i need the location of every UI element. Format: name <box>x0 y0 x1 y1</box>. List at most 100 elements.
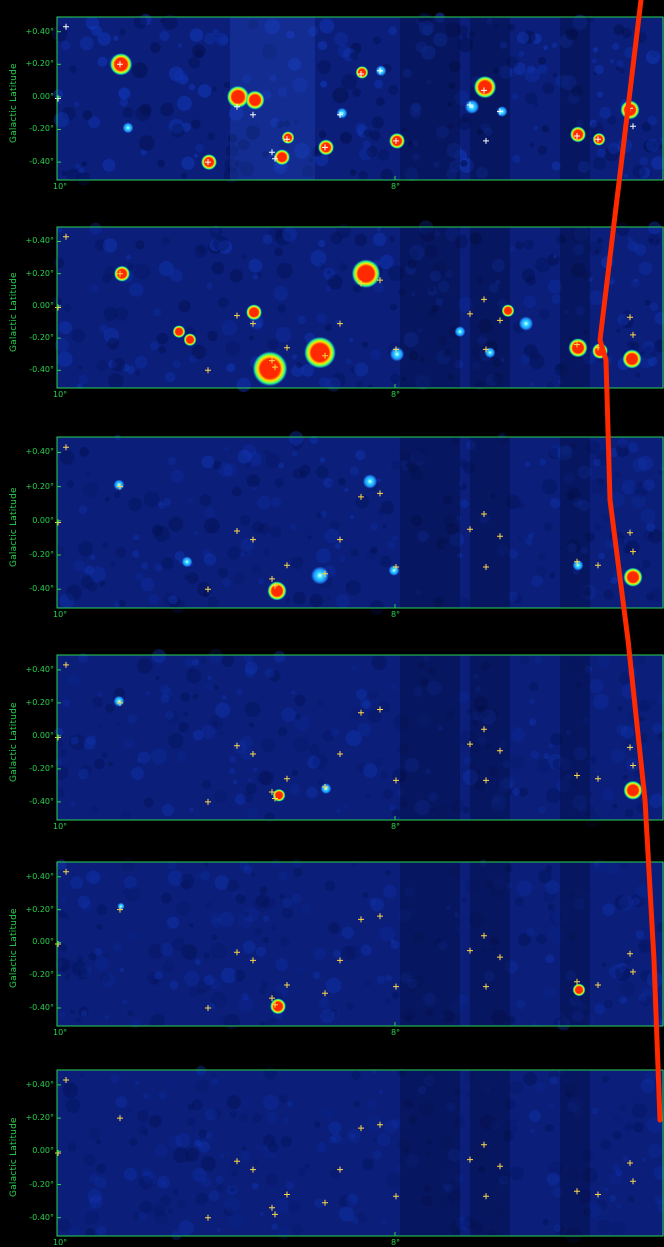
bright-source <box>570 126 586 143</box>
y-tick-label: 0.00° <box>32 1146 54 1156</box>
catalog-marker <box>377 706 383 713</box>
catalog-marker <box>467 741 473 748</box>
bright-source <box>183 333 197 347</box>
catalog-marker <box>63 233 69 240</box>
catalog-marker <box>284 1191 290 1198</box>
bright-source <box>246 304 262 321</box>
x-tick-label: 8° <box>391 182 401 191</box>
catalog-marker <box>269 1204 275 1211</box>
faint-source <box>181 556 193 568</box>
bright-source <box>274 149 290 166</box>
catalog-marker <box>574 133 580 139</box>
faint-source <box>389 347 405 362</box>
catalog-marker <box>483 137 489 144</box>
bright-source <box>226 85 250 109</box>
red-stripe-overlay <box>597 0 663 1123</box>
y-axis-label: Galactic Latitude <box>9 1117 19 1197</box>
catalog-marker <box>467 947 473 954</box>
catalog-marker <box>272 364 278 371</box>
map-panel-2 <box>52 220 664 393</box>
panel-frame <box>56 1069 664 1237</box>
catalog-marker <box>117 906 123 913</box>
map-panel-5 <box>55 857 664 1031</box>
catalog-marker <box>483 1193 489 1200</box>
catalog-marker <box>358 916 364 923</box>
faint-source <box>362 474 378 489</box>
x-tick-label: 8° <box>391 822 401 831</box>
y-axis-label: Galactic Latitude <box>9 908 19 988</box>
catalog-marker <box>377 913 383 920</box>
catalog-marker <box>322 784 328 790</box>
catalog-marker <box>393 564 399 570</box>
catalog-marker <box>205 1214 211 1221</box>
catalog-marker <box>393 1193 399 1200</box>
catalog-marker <box>627 950 633 957</box>
catalog-marker <box>393 137 399 144</box>
catalog-marker <box>337 751 343 757</box>
catalog-marker <box>377 277 383 284</box>
bright-source <box>252 351 288 387</box>
catalog-marker <box>205 367 211 374</box>
x-tick-label: 8° <box>391 390 401 399</box>
catalog-marker <box>250 1166 256 1173</box>
catalog-marker <box>117 61 123 68</box>
y-tick-label: -0.20° <box>29 763 54 773</box>
panel-frame <box>56 861 664 1027</box>
panel-frame <box>56 654 664 821</box>
catalog-marker <box>337 536 343 543</box>
catalog-marker <box>322 570 328 577</box>
catalog-marker <box>269 575 275 582</box>
catalog-marker <box>627 529 633 536</box>
catalog-marker <box>358 1125 364 1132</box>
catalog-marker <box>234 528 240 534</box>
catalog-marker <box>481 87 487 94</box>
bright-source <box>623 567 643 587</box>
catalog-marker <box>497 533 503 540</box>
catalog-marker <box>205 159 211 166</box>
catalog-marker <box>630 968 636 975</box>
bright-source <box>351 259 381 289</box>
y-tick-label: +0.20° <box>25 904 54 914</box>
x-tick-label: 10° <box>53 182 68 191</box>
catalog-marker <box>481 296 487 303</box>
catalog-marker <box>358 709 364 716</box>
bright-source <box>572 983 586 997</box>
catalog-marker <box>284 562 290 569</box>
x-tick-label: 10° <box>53 1028 68 1037</box>
catalog-marker <box>250 751 256 757</box>
catalog-marker <box>250 536 256 543</box>
catalog-marker <box>595 562 601 569</box>
faint-source <box>518 316 534 331</box>
bright-source <box>304 336 336 369</box>
catalog-marker <box>234 312 240 319</box>
x-tick-label: 10° <box>53 822 68 831</box>
faint-source <box>336 107 348 119</box>
catalog-marker <box>574 772 580 779</box>
y-tick-label: 0.00° <box>32 91 54 101</box>
catalog-marker <box>393 346 399 353</box>
catalog-marker <box>322 352 328 359</box>
catalog-marker <box>250 957 256 964</box>
catalog-marker <box>595 136 601 143</box>
catalog-marker <box>322 1199 328 1206</box>
catalog-marker <box>322 144 328 151</box>
y-tick-label: -0.40° <box>29 584 54 594</box>
y-tick-label: +0.40° <box>25 26 54 36</box>
bright-source <box>355 66 369 79</box>
panel-frame <box>56 436 664 609</box>
bright-source <box>245 90 265 110</box>
catalog-marker <box>627 314 633 321</box>
y-axis-label: Galactic Latitude <box>9 701 19 782</box>
catalog-marker <box>595 982 601 988</box>
catalog-marker <box>630 1178 636 1185</box>
faint-source <box>311 566 329 585</box>
catalog-marker <box>574 341 580 348</box>
catalog-marker <box>272 795 278 802</box>
y-tick-label: -0.20° <box>29 333 54 343</box>
y-tick-label: +0.40° <box>25 447 54 457</box>
catalog-marker <box>63 1077 69 1083</box>
catalog-marker <box>630 123 636 130</box>
y-tick-label: 0.00° <box>32 300 54 310</box>
catalog-marker <box>358 71 364 77</box>
